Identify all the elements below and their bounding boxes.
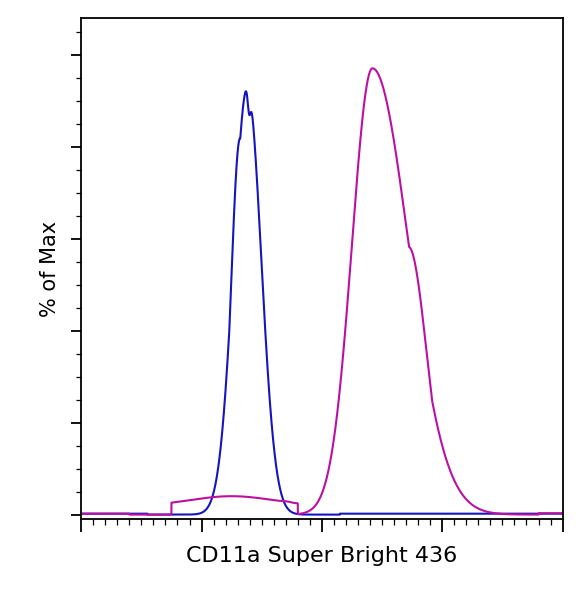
X-axis label: CD11a Super Bright 436: CD11a Super Bright 436 — [186, 546, 458, 566]
Y-axis label: % of Max: % of Max — [41, 221, 60, 316]
